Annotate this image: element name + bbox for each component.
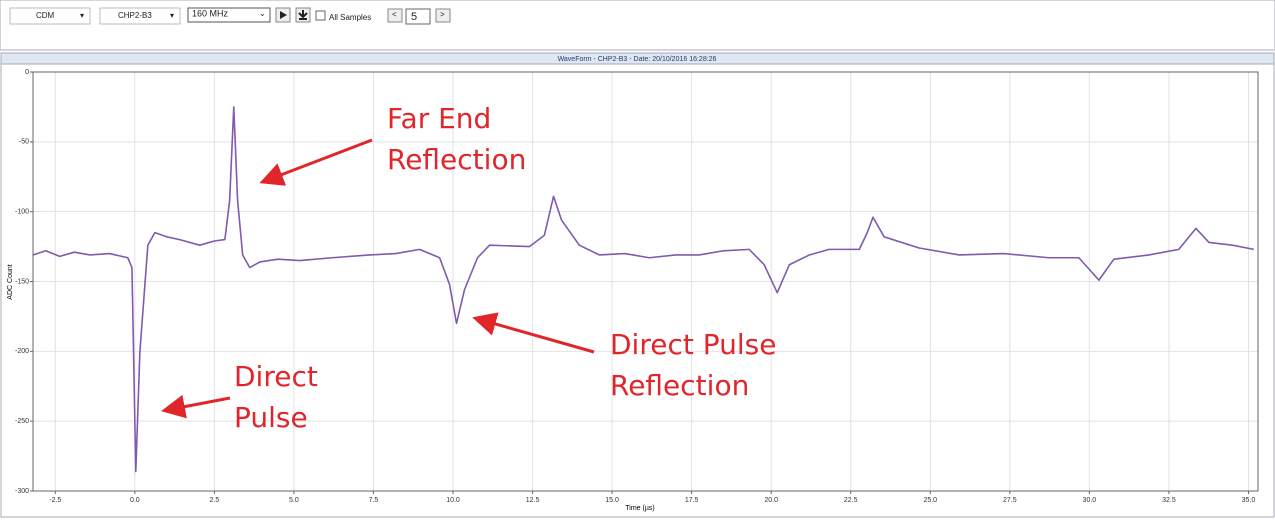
mode-dropdown[interactable]: [9, 7, 91, 25]
annotation: Pulse: [234, 401, 308, 434]
rate-text: 160 MHz: [192, 8, 229, 18]
prev-button[interactable]: [387, 8, 403, 23]
x-tick-label: 22.5: [844, 497, 858, 504]
y-tick-label: -250: [15, 418, 29, 425]
dropdown-caret: ▾: [170, 11, 174, 20]
x-tick-label: 10.0: [446, 497, 460, 504]
x-tick-label: 35.0: [1242, 497, 1256, 504]
download-icon: [298, 10, 308, 20]
x-tick-label: 7.5: [369, 497, 379, 504]
arrow: [161, 394, 231, 419]
channel-dropdown[interactable]: [99, 7, 181, 25]
rate-select[interactable]: [187, 7, 271, 23]
next-icon: >: [440, 10, 445, 19]
x-tick-label: 0.0: [130, 497, 140, 504]
chart-panel: [0, 63, 1275, 518]
annotation: Direct: [234, 360, 318, 393]
plot-frame: [32, 71, 1259, 492]
annotation: Far End: [387, 102, 491, 135]
all-samples-label: All Samples: [329, 13, 371, 22]
x-tick-label: 20.0: [764, 497, 778, 504]
page-value: 5: [411, 11, 417, 23]
dropdown-caret: ▾: [80, 11, 84, 20]
x-tick-label: 27.5: [1003, 497, 1017, 504]
play-icon: [280, 11, 287, 19]
y-tick-label: -200: [15, 348, 29, 355]
y-tick-label: -300: [15, 488, 29, 495]
page-input[interactable]: [405, 8, 431, 25]
arrow: [472, 312, 595, 354]
x-tick-label: 32.5: [1162, 497, 1176, 504]
y-tick-label: 0: [25, 69, 29, 76]
mode-text: CDM: [36, 11, 55, 20]
x-axis-label: Time (µs): [625, 505, 654, 512]
annotation: Direct Pulse: [610, 328, 776, 361]
chart-title: WaveForm - CHP2-B3 - Date: 20/10/2016 16…: [558, 56, 717, 63]
x-tick-label: 17.5: [685, 497, 699, 504]
y-tick-label: -50: [19, 139, 29, 146]
channel-text: CHP2-B3: [118, 11, 152, 20]
all-samples-checkbox[interactable]: [315, 10, 326, 21]
annotation: Reflection: [387, 143, 526, 176]
x-tick-label: 12.5: [526, 497, 540, 504]
annotation: Reflection: [610, 369, 749, 402]
arrow: [259, 138, 373, 186]
x-tick-label: 5.0: [289, 497, 299, 504]
y-tick-label: -100: [15, 209, 29, 216]
x-tick-label: -2.5: [49, 497, 61, 504]
x-tick-label: 15.0: [605, 497, 619, 504]
x-tick-label: 25.0: [923, 497, 937, 504]
prev-icon: <: [392, 10, 397, 19]
y-axis-label: ADC Count: [7, 264, 14, 299]
waveform-line: [32, 106, 1255, 473]
x-tick-label: 30.0: [1083, 497, 1097, 504]
select-caret: ⌄: [259, 9, 266, 18]
next-button[interactable]: [435, 8, 451, 23]
x-tick-label: 2.5: [209, 497, 219, 504]
y-tick-label: -150: [15, 278, 29, 285]
